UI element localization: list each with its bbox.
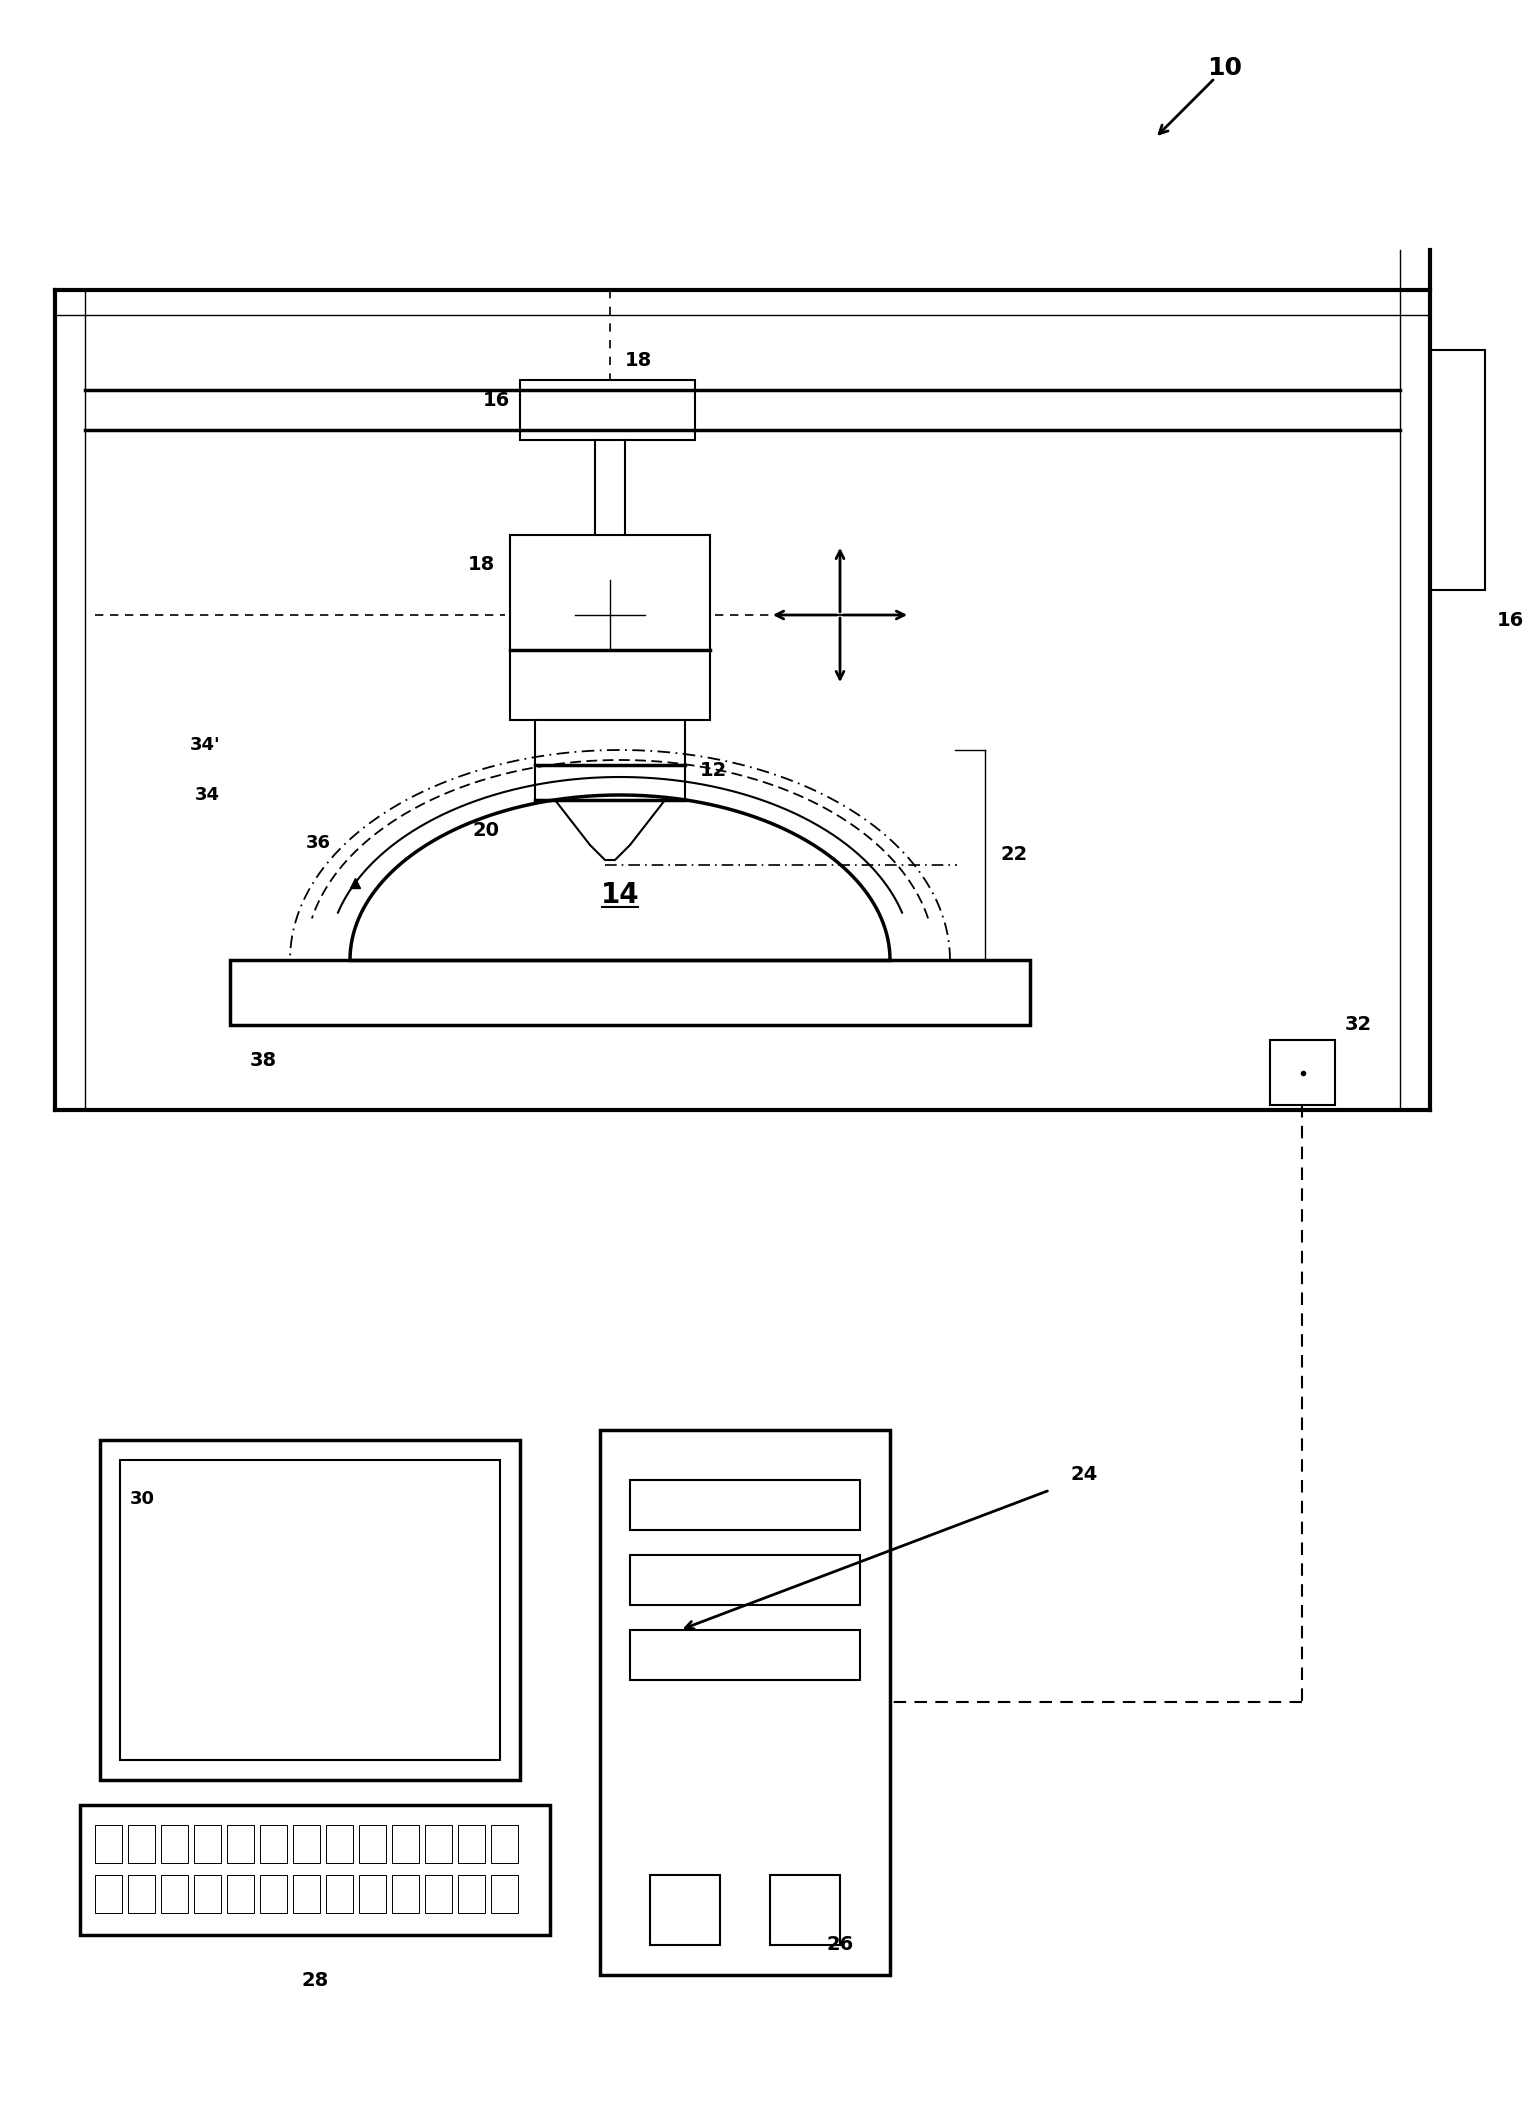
Text: 16: 16 (483, 391, 511, 410)
Bar (360, 1825, 386, 1863)
Text: 18: 18 (625, 350, 652, 370)
Bar (326, 1825, 354, 1863)
Text: 12: 12 (700, 760, 727, 780)
Bar (459, 1875, 485, 1914)
Bar (600, 1429, 890, 1975)
Text: 18: 18 (468, 556, 495, 573)
Text: 22: 22 (1000, 845, 1027, 864)
Text: 10: 10 (1207, 55, 1242, 81)
Bar (94, 1875, 122, 1914)
Bar (194, 1825, 221, 1863)
Bar (162, 1825, 187, 1863)
Bar (227, 1825, 255, 1863)
Bar (261, 1825, 287, 1863)
Bar (101, 1440, 520, 1780)
Bar (511, 535, 710, 720)
Bar (459, 1825, 485, 1863)
Bar (128, 1825, 155, 1863)
Bar (425, 1825, 453, 1863)
Text: 20: 20 (472, 820, 500, 839)
Bar (128, 1875, 155, 1914)
Bar (491, 1825, 518, 1863)
Bar (770, 1875, 840, 1946)
Bar (120, 1459, 500, 1761)
Bar (651, 1875, 719, 1946)
Bar (293, 1825, 320, 1863)
Bar (293, 1875, 320, 1914)
Bar (79, 1805, 550, 1935)
Bar (425, 1875, 453, 1914)
Text: 24: 24 (1070, 1466, 1097, 1485)
Bar (629, 1480, 860, 1529)
Bar (94, 1825, 122, 1863)
Bar (535, 720, 684, 801)
Bar (629, 1555, 860, 1606)
Bar (392, 1875, 419, 1914)
Bar (194, 1875, 221, 1914)
Text: 32: 32 (1346, 1015, 1372, 1034)
Bar (520, 380, 695, 440)
Bar (1430, 350, 1484, 590)
Text: 26: 26 (826, 1935, 853, 1954)
Bar (360, 1875, 386, 1914)
Bar (629, 1629, 860, 1680)
Text: 28: 28 (302, 1971, 329, 1990)
Text: 30: 30 (130, 1491, 155, 1508)
Bar (162, 1875, 187, 1914)
Text: 38: 38 (250, 1051, 277, 1070)
Text: 14: 14 (600, 881, 639, 909)
Bar (491, 1875, 518, 1914)
Bar (392, 1825, 419, 1863)
Bar (230, 960, 1030, 1026)
Text: 34: 34 (195, 786, 219, 805)
Bar (261, 1875, 287, 1914)
Text: 16: 16 (1497, 610, 1524, 629)
Bar (227, 1875, 255, 1914)
Text: 36: 36 (305, 833, 331, 852)
Bar (1269, 1041, 1335, 1104)
Bar (326, 1875, 354, 1914)
Text: 34': 34' (189, 737, 219, 754)
